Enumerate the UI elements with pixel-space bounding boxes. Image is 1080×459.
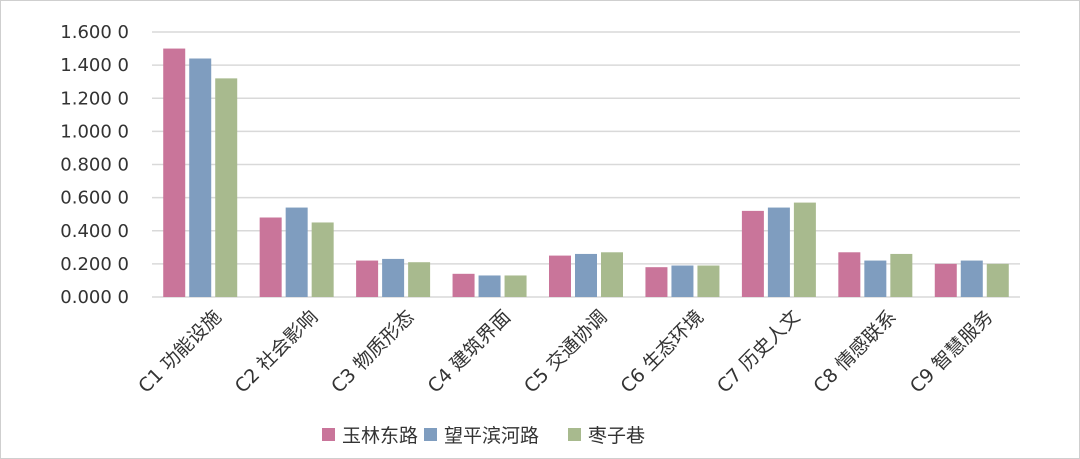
y-tick-label: 0.800 0 — [60, 155, 129, 176]
x-tick-label: C3 物质形态 — [327, 306, 419, 398]
bar-7-series-2 — [767, 207, 790, 297]
x-axis: C1 功能设施 C2 社会影响 C3 物质形态 C4 建筑界面 C5 交通协调 C6 生态… — [134, 306, 997, 398]
bar-6-series-1 — [645, 267, 668, 297]
y-tick-label: 1.200 0 — [60, 88, 129, 109]
bar-8-series-1 — [838, 252, 861, 297]
legend-label: 玉林东路 — [342, 425, 418, 447]
y-axis: 0.000 0 0.200 0 0.400 0 0.600 0 0.800 0 1.000… — [60, 22, 129, 308]
x-tick-label: C4 建筑界面 — [424, 306, 516, 398]
bar-7-series-3 — [793, 202, 816, 297]
legend-label: 望平滨河路 — [444, 425, 539, 447]
y-tick-label: 1.400 0 — [60, 55, 129, 76]
bar-7-series-1 — [741, 210, 764, 297]
x-tick-label: C8 情感联系 — [809, 306, 901, 398]
bar-9-series-3 — [986, 263, 1009, 297]
bar-4-series-2 — [478, 275, 501, 297]
x-tick-label: C7 历史人文 — [713, 306, 805, 398]
x-tick-label: C2 社会影响 — [231, 306, 323, 398]
bar-5-series-2 — [575, 253, 597, 297]
y-tick-label: 0.000 0 — [60, 287, 129, 308]
bar-3-series-2 — [382, 258, 405, 297]
bar-1-series-3 — [215, 78, 238, 297]
bar-2-series-1 — [259, 217, 282, 297]
bar-8-series-2 — [864, 260, 887, 297]
x-tick-label: C6 生态环境 — [616, 306, 708, 398]
bar-3-series-1 — [356, 260, 379, 297]
y-tick-label: 1.000 0 — [60, 121, 129, 142]
legend-swatch — [322, 428, 335, 441]
bar-1-series-2 — [189, 58, 212, 297]
x-tick-label: C1 功能设施 — [134, 306, 226, 398]
bar-9-series-1 — [934, 263, 957, 297]
y-tick-label: 1.600 0 — [60, 22, 129, 43]
x-tick-label: C5 交通协调 — [520, 306, 612, 398]
bar-8-series-3 — [890, 253, 913, 297]
bar-4-series-3 — [504, 275, 527, 297]
bar-4-series-1 — [452, 273, 475, 297]
bar-6-series-3 — [697, 265, 720, 297]
bar-5-series-3 — [601, 252, 623, 297]
bar-3-series-3 — [408, 262, 431, 297]
bars — [163, 48, 1009, 297]
legend-label: 枣子巷 — [588, 425, 645, 447]
bar-1-series-1 — [163, 48, 186, 297]
legend-swatch — [568, 428, 581, 441]
x-tick-label: C9 智慧服务 — [906, 306, 998, 398]
legend: 玉林东路 望平滨河路 枣子巷 — [322, 425, 645, 447]
bar-5-series-1 — [549, 255, 571, 297]
y-tick-label: 0.200 0 — [60, 254, 129, 275]
bar-6-series-2 — [671, 265, 694, 297]
bar-9-series-2 — [960, 260, 983, 297]
bar-2-series-3 — [311, 222, 334, 297]
bar-2-series-2 — [285, 207, 308, 297]
legend-swatch — [424, 428, 437, 441]
y-tick-label: 0.600 0 — [60, 188, 129, 209]
y-tick-label: 0.400 0 — [60, 221, 129, 242]
